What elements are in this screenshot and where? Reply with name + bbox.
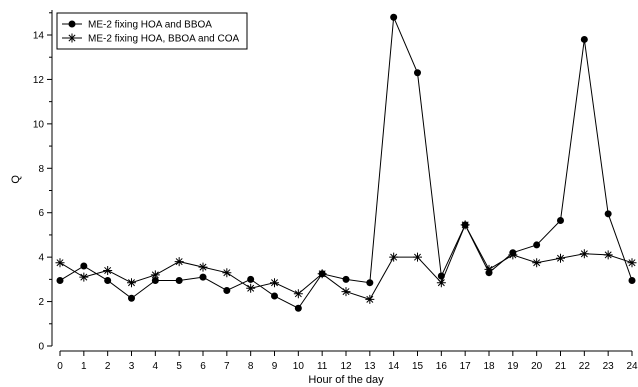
- data-point-asterisk: [508, 250, 518, 260]
- data-point-asterisk: [79, 272, 89, 282]
- y-tick-label: 14: [33, 31, 45, 42]
- data-point-asterisk: [222, 268, 232, 278]
- data-point-asterisk: [603, 250, 613, 260]
- data-point-asterisk: [103, 265, 113, 275]
- legend-item: ME-2 fixing HOA and BBOA: [62, 20, 212, 31]
- data-point-circle: [390, 13, 398, 21]
- data-point-asterisk: [198, 262, 208, 272]
- data-point-asterisk: [55, 258, 65, 268]
- data-point-circle: [223, 286, 231, 294]
- data-point-asterisk: [174, 257, 184, 267]
- x-tick-label: 13: [364, 361, 376, 372]
- legend-marker-asterisk: [67, 33, 77, 43]
- y-tick-label: 10: [33, 119, 45, 130]
- data-point-asterisk: [627, 258, 637, 268]
- data-point-circle: [366, 279, 374, 287]
- axes: [51, 10, 632, 352]
- x-tick-label: 5: [176, 361, 182, 372]
- data-point-asterisk: [127, 278, 136, 288]
- x-tick-label: 8: [248, 361, 254, 372]
- x-tick-label: 12: [340, 361, 352, 372]
- data-point-circle: [199, 273, 207, 281]
- x-tick-label: 1: [81, 361, 87, 372]
- data-point-asterisk: [293, 289, 303, 299]
- legend-label: ME-2 fixing HOA and BBOA: [88, 20, 212, 31]
- x-tick-label: 21: [555, 361, 567, 372]
- y-tick-label: 2: [38, 297, 44, 308]
- series-line: [59, 17, 633, 309]
- x-axis-title: Hour of the day: [308, 374, 384, 386]
- data-point-asterisk: [150, 270, 160, 280]
- data-point-circle: [56, 276, 64, 284]
- data-point-asterisk: [365, 294, 375, 304]
- legend-box: [56, 12, 248, 50]
- legend-label: ME-2 fixing HOA, BBOA and COA: [88, 34, 239, 45]
- x-tick-label: 4: [153, 361, 159, 372]
- x-tick-label: 19: [507, 361, 519, 372]
- y-ticks: 0 2 4 6 8 10 12 14: [33, 12, 52, 353]
- data-point-circle: [604, 210, 612, 218]
- x-tick-label: 10: [293, 361, 305, 372]
- data-point-asterisk: [579, 249, 589, 259]
- series-2: [55, 220, 637, 304]
- y-tick-label: 8: [38, 164, 44, 175]
- x-tick-label: 23: [603, 361, 615, 372]
- data-point-asterisk: [246, 283, 256, 293]
- data-point-circle: [128, 294, 135, 302]
- data-point-asterisk: [436, 278, 446, 288]
- data-point-asterisk: [484, 264, 494, 274]
- y-axis-title: Q: [10, 175, 22, 184]
- data-point-asterisk: [317, 269, 327, 279]
- data-point-circle: [342, 275, 350, 283]
- data-point-circle: [533, 241, 541, 249]
- data-point-circle: [151, 276, 159, 284]
- data-point-asterisk: [270, 278, 279, 288]
- legend-marker-circle: [68, 20, 76, 28]
- x-tick-label: 24: [626, 361, 638, 372]
- data-point-asterisk: [556, 253, 565, 263]
- data-point-asterisk: [413, 252, 422, 262]
- data-point-circle: [271, 292, 278, 300]
- x-tick-label: 20: [531, 361, 543, 372]
- data-point-circle: [294, 304, 302, 312]
- x-tick-label: 3: [129, 361, 135, 372]
- x-tick-label: 2: [105, 361, 111, 372]
- x-tick-label: 18: [483, 361, 495, 372]
- y-tick-label: 0: [38, 342, 44, 353]
- plot-area: [55, 13, 637, 312]
- y-tick-label: 12: [33, 75, 45, 86]
- y-tick-label: 4: [38, 253, 44, 264]
- data-point-circle: [628, 276, 636, 284]
- x-tick-label: 22: [579, 361, 591, 372]
- x-tick-label: 16: [436, 361, 448, 372]
- data-point-asterisk: [341, 287, 351, 297]
- legend: ME-2 fixing HOA and BBOA ME-2 fixing HOA,…: [56, 12, 248, 50]
- data-point-circle: [557, 216, 564, 224]
- data-point-circle: [104, 276, 112, 284]
- data-point-asterisk: [460, 220, 470, 230]
- series-1: [56, 13, 636, 312]
- x-tick-label: 9: [272, 361, 278, 372]
- legend-item: ME-2 fixing HOA, BBOA and COA: [62, 33, 239, 45]
- y-tick-label: 6: [38, 208, 44, 219]
- x-tick-label: 7: [224, 361, 230, 372]
- data-point-circle: [175, 276, 183, 284]
- x-tick-label: 17: [460, 361, 472, 372]
- data-point-asterisk: [532, 258, 542, 268]
- x-tick-label: 0: [57, 361, 63, 372]
- data-point-circle: [247, 275, 255, 283]
- data-point-circle: [80, 262, 88, 270]
- x-ticks: 0 1 2 3 4 5 6 7 8 9 10 11 12 13 14 15 16 17 18 19 20 21 22 23 24: [57, 351, 638, 372]
- x-tick-label: 14: [388, 361, 400, 372]
- x-tick-label: 6: [200, 361, 206, 372]
- data-point-asterisk: [389, 252, 399, 262]
- data-point-circle: [414, 69, 421, 77]
- x-tick-label: 15: [412, 361, 424, 372]
- data-point-circle: [580, 35, 588, 43]
- legend-items: ME-2 fixing HOA and BBOA ME-2 fixing HOA,…: [62, 20, 239, 45]
- x-tick-label: 11: [317, 361, 328, 372]
